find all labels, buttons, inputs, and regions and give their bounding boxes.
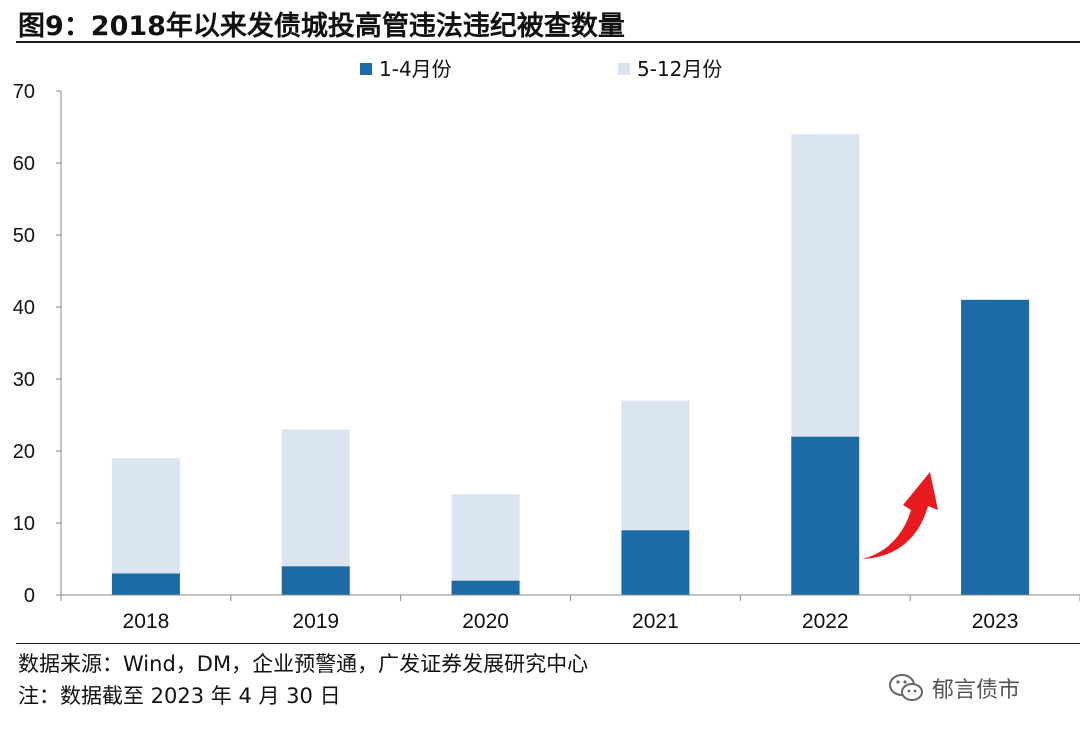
y-tick-label: 60 <box>13 153 35 175</box>
y-tick-label: 30 <box>13 369 35 391</box>
legend-swatch-2 <box>618 63 630 75</box>
bars <box>111 134 1030 595</box>
bar-chart: 1-4月份 5-12月份 0 10 20 30 40 50 60 70 2018 2019 2020… <box>13 57 1080 633</box>
x-tick-label: 2023 <box>972 610 1019 633</box>
wechat-icon <box>889 674 923 701</box>
bar-2018-series-1 <box>111 573 180 595</box>
figure-title: 图9：2018年以来发债城投高管违法违纪被查数量 <box>18 11 625 42</box>
bar-2022-series-1 <box>791 436 860 595</box>
x-tick-label: 2022 <box>802 610 849 633</box>
bar-2023-series-1 <box>961 299 1030 595</box>
trend-arrow-annotation <box>862 472 938 559</box>
bar-2020-series-1 <box>451 580 520 595</box>
bar-2021-series-2 <box>621 400 690 531</box>
x-tick-label: 2018 <box>123 610 170 633</box>
bar-2019-series-2 <box>281 429 350 567</box>
y-tick-label: 50 <box>13 225 35 247</box>
y-tick-label: 0 <box>24 585 35 607</box>
chart-legend: 1-4月份 5-12月份 <box>360 57 722 81</box>
bar-2022-series-2 <box>791 134 860 437</box>
y-tick-label: 10 <box>13 513 35 535</box>
bar-2019-series-1 <box>281 566 350 595</box>
bar-2018-series-2 <box>111 458 180 574</box>
x-tick-label: 2019 <box>292 610 339 633</box>
date-note: 注：数据截至 2023 年 4 月 30 日 <box>18 684 341 708</box>
legend-label-1: 1-4月份 <box>379 57 452 81</box>
legend-swatch-1 <box>360 63 372 75</box>
x-axis: 2018 2019 2020 2021 2022 2023 <box>60 594 1080 633</box>
title-divider <box>16 41 1080 43</box>
footer-divider <box>16 643 1080 644</box>
bar-2021-series-1 <box>621 530 690 595</box>
y-axis: 0 10 20 30 40 50 60 70 <box>13 81 62 607</box>
bar-2020-series-2 <box>451 494 520 581</box>
y-tick-label: 70 <box>13 81 35 103</box>
y-tick-label: 40 <box>13 297 35 319</box>
source-note: 数据来源：Wind，DM，企业预警通，广发证券发展研究中心 <box>18 652 589 676</box>
watermark: 郁言债市 <box>888 672 1020 704</box>
x-tick-label: 2021 <box>632 610 679 633</box>
x-tick-label: 2020 <box>462 610 509 633</box>
watermark-text: 郁言债市 <box>932 678 1021 703</box>
legend-label-2: 5-12月份 <box>637 57 722 81</box>
red-arrow <box>862 472 938 559</box>
y-tick-label: 20 <box>13 441 35 463</box>
